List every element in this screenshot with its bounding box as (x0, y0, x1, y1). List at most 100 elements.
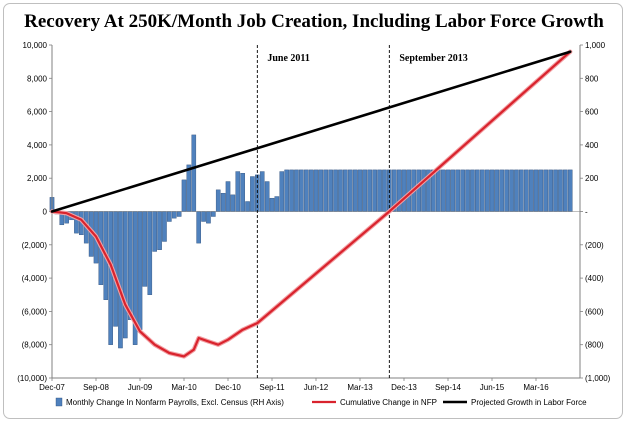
bar (264, 181, 270, 212)
left-tick-label: 2,000 (27, 174, 48, 183)
bar (372, 169, 377, 212)
annotation-label: September 2013 (399, 53, 467, 64)
right-tick-label: 400 (585, 141, 599, 150)
x-tick-label: Sep-08 (83, 383, 109, 392)
bar (509, 169, 514, 212)
bar (377, 169, 382, 212)
x-tick-label: Jun-12 (304, 383, 329, 392)
bar (220, 192, 226, 212)
bar (401, 169, 407, 212)
bar (548, 169, 553, 212)
bar (323, 169, 329, 212)
bar (504, 169, 509, 212)
bar (479, 169, 485, 212)
right-tick-label: (200) (585, 241, 604, 250)
bar (181, 179, 187, 212)
right-tick-label: 800 (585, 74, 599, 83)
bar (230, 194, 236, 212)
x-tick-label: Dec-07 (39, 383, 65, 392)
bar (186, 164, 192, 212)
bar (455, 169, 461, 212)
left-tick-label: 4,000 (27, 141, 48, 150)
bar (201, 211, 206, 222)
x-tick-label: Dec-13 (391, 383, 417, 392)
right-tick-label: (1,000) (585, 374, 611, 383)
bar (416, 169, 421, 212)
bar (523, 169, 529, 212)
bar (127, 211, 133, 320)
legend-label-bars: Monthly Change In Nonfarm Payrolls, Excl… (66, 398, 284, 407)
bar (367, 169, 373, 212)
bar (533, 169, 539, 212)
bar (269, 197, 275, 212)
cumulative-nfp-line (50, 50, 572, 358)
left-tick-label: (10,000) (17, 374, 47, 383)
bar (294, 169, 299, 212)
bar (147, 211, 153, 295)
bar (137, 211, 143, 330)
x-tick-label: Mar-13 (347, 383, 373, 392)
bar (357, 169, 363, 212)
bar (328, 169, 333, 212)
x-tick-label: Mar-10 (171, 383, 197, 392)
left-tick-label: 0 (43, 208, 48, 217)
right-tick-label: 600 (585, 108, 599, 117)
bar (225, 181, 231, 212)
bar (191, 134, 197, 212)
annotation-label: June 2011 (267, 53, 310, 64)
x-tick-label: Dec-10 (215, 383, 241, 392)
bar (450, 169, 456, 212)
bar (445, 169, 451, 212)
legend-label-cumulative: Cumulative Change in NFP (340, 398, 437, 407)
bar (347, 169, 353, 212)
bar (235, 171, 241, 212)
bar (245, 201, 250, 212)
bar (499, 169, 505, 212)
bar (362, 169, 368, 212)
x-tick-label: Jun-15 (480, 383, 505, 392)
bar (299, 169, 304, 212)
bar (142, 211, 148, 287)
bar (308, 169, 314, 212)
bar (514, 169, 519, 212)
bar-series (49, 134, 573, 349)
bar (211, 211, 216, 217)
right-tick-label: (800) (585, 341, 604, 350)
bar (470, 169, 475, 212)
legend-swatch-bars (55, 397, 63, 407)
bar (558, 169, 563, 212)
bar (279, 171, 285, 212)
left-tick-label: 8,000 (27, 74, 48, 83)
x-tick-label: Jun-09 (128, 383, 153, 392)
bar (171, 211, 177, 219)
bar (475, 169, 480, 212)
bar (435, 169, 441, 212)
bar (176, 211, 182, 217)
bar (538, 169, 544, 212)
bar (250, 176, 255, 212)
right-tick-label: (400) (585, 274, 604, 283)
bar (440, 169, 446, 212)
bar (167, 211, 172, 222)
bar (118, 211, 123, 349)
bar (313, 169, 319, 212)
right-tick-label: (600) (585, 307, 604, 316)
left-tick-label: 6,000 (27, 108, 48, 117)
bar (108, 211, 113, 345)
x-tick-label: Mar-16 (523, 383, 549, 392)
bar (318, 169, 324, 212)
bar (352, 169, 358, 212)
bar (274, 196, 280, 212)
axes: 10,000 8,000 6,000 4,000 2,000 0 (2,000) (4,000… (17, 41, 610, 392)
legend: Monthly Change In Nonfarm Payrolls, Excl… (55, 397, 587, 407)
bar (465, 169, 470, 212)
left-tick-label: (8,000) (22, 341, 48, 350)
line-series (49, 49, 573, 359)
bar (196, 211, 201, 244)
chart-title: Recovery At 250K/Month Job Creation, Inc… (24, 11, 604, 32)
bar (240, 173, 245, 212)
left-tick-label: (2,000) (22, 241, 48, 250)
labor-force-line (50, 50, 572, 213)
bar (343, 169, 348, 212)
bar (259, 171, 265, 212)
